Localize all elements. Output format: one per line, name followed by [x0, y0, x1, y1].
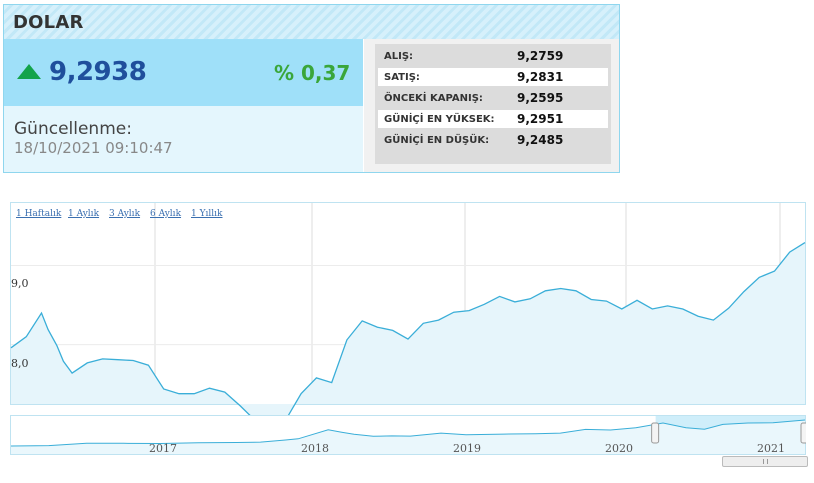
change-percent: % 0,37	[274, 61, 351, 85]
navigator-x-label: 2021	[757, 442, 785, 455]
ticker-header: DOLAR	[4, 5, 619, 39]
up-arrow-icon	[17, 64, 41, 79]
range-1-month[interactable]: 1 Aylık	[68, 209, 100, 219]
stat-value: 9,2831	[517, 70, 564, 84]
stats-panel: ALIŞ: 9,2759 SATIŞ: 9,2831 ÖNCEKİ KAPANI…	[364, 39, 619, 172]
stat-row-satis: SATIŞ: 9,2831	[378, 68, 608, 86]
scrollbar-grip-icon[interactable]	[763, 459, 768, 464]
stat-row-gunici-en-yuksek: GÜNİÇİ EN YÜKSEK: 9,2951	[378, 110, 608, 128]
stat-value: 9,2485	[517, 133, 564, 147]
stat-label: SATIŞ:	[384, 72, 420, 83]
stat-row-onceki-kapanis: ÖNCEKİ KAPANIŞ: 9,2595	[378, 89, 608, 107]
price-panel: 9,2938 % 0,37	[4, 39, 363, 106]
series-line	[10, 242, 806, 423]
series-area	[11, 242, 805, 422]
stat-value: 9,2951	[517, 112, 564, 126]
stat-label: ALIŞ:	[384, 51, 414, 62]
update-panel: Güncellenme: 18/10/2021 09:10:47	[4, 106, 363, 172]
chart-canvas	[10, 202, 806, 455]
navigator-x-label: 2017	[149, 442, 177, 455]
navigator-line	[10, 419, 806, 447]
updated-time: 18/10/2021 09:10:47	[14, 139, 173, 157]
navigator-area	[11, 420, 805, 454]
current-price: 9,2938	[49, 57, 147, 87]
range-1-year[interactable]: 1 Yıllık	[191, 209, 223, 219]
navigator-handle-left[interactable]	[651, 422, 660, 444]
stat-label: GÜNİÇİ EN YÜKSEK:	[384, 114, 495, 125]
navigator-scrollbar[interactable]	[722, 456, 808, 467]
stat-row-gunici-en-dusuk: GÜNİÇİ EN DÜŞÜK: 9,2485	[378, 131, 608, 149]
range-3-month[interactable]: 3 Aylık	[109, 209, 141, 219]
stat-value: 9,2759	[517, 49, 564, 63]
navigator-x-label: 2019	[453, 442, 481, 455]
stat-label: ÖNCEKİ KAPANIŞ:	[384, 93, 483, 104]
updated-label: Güncellenme:	[14, 119, 132, 139]
stat-row-alis: ALIŞ: 9,2759	[378, 47, 608, 65]
navigator-x-label: 2018	[301, 442, 329, 455]
price-chart[interactable]: 1 Haftalık 1 Aylık 3 Aylık 6 Aylık 1 Yıl…	[10, 202, 808, 467]
y-tick-label: 8,0	[11, 357, 29, 370]
y-tick-label: 9,0	[11, 277, 29, 290]
stat-value: 9,2595	[517, 91, 564, 105]
ticker-title: DOLAR	[13, 12, 84, 33]
ticker-card: DOLAR 9,2938 % 0,37 Güncellenme: 18/10/2…	[3, 4, 620, 173]
navigator-handle-right[interactable]	[800, 422, 806, 444]
range-1-week[interactable]: 1 Haftalık	[16, 209, 62, 219]
navigator-x-label: 2020	[605, 442, 633, 455]
stats-table: ALIŞ: 9,2759 SATIŞ: 9,2831 ÖNCEKİ KAPANI…	[375, 44, 611, 164]
range-6-month[interactable]: 6 Aylık	[150, 209, 182, 219]
stat-label: GÜNİÇİ EN DÜŞÜK:	[384, 135, 490, 146]
